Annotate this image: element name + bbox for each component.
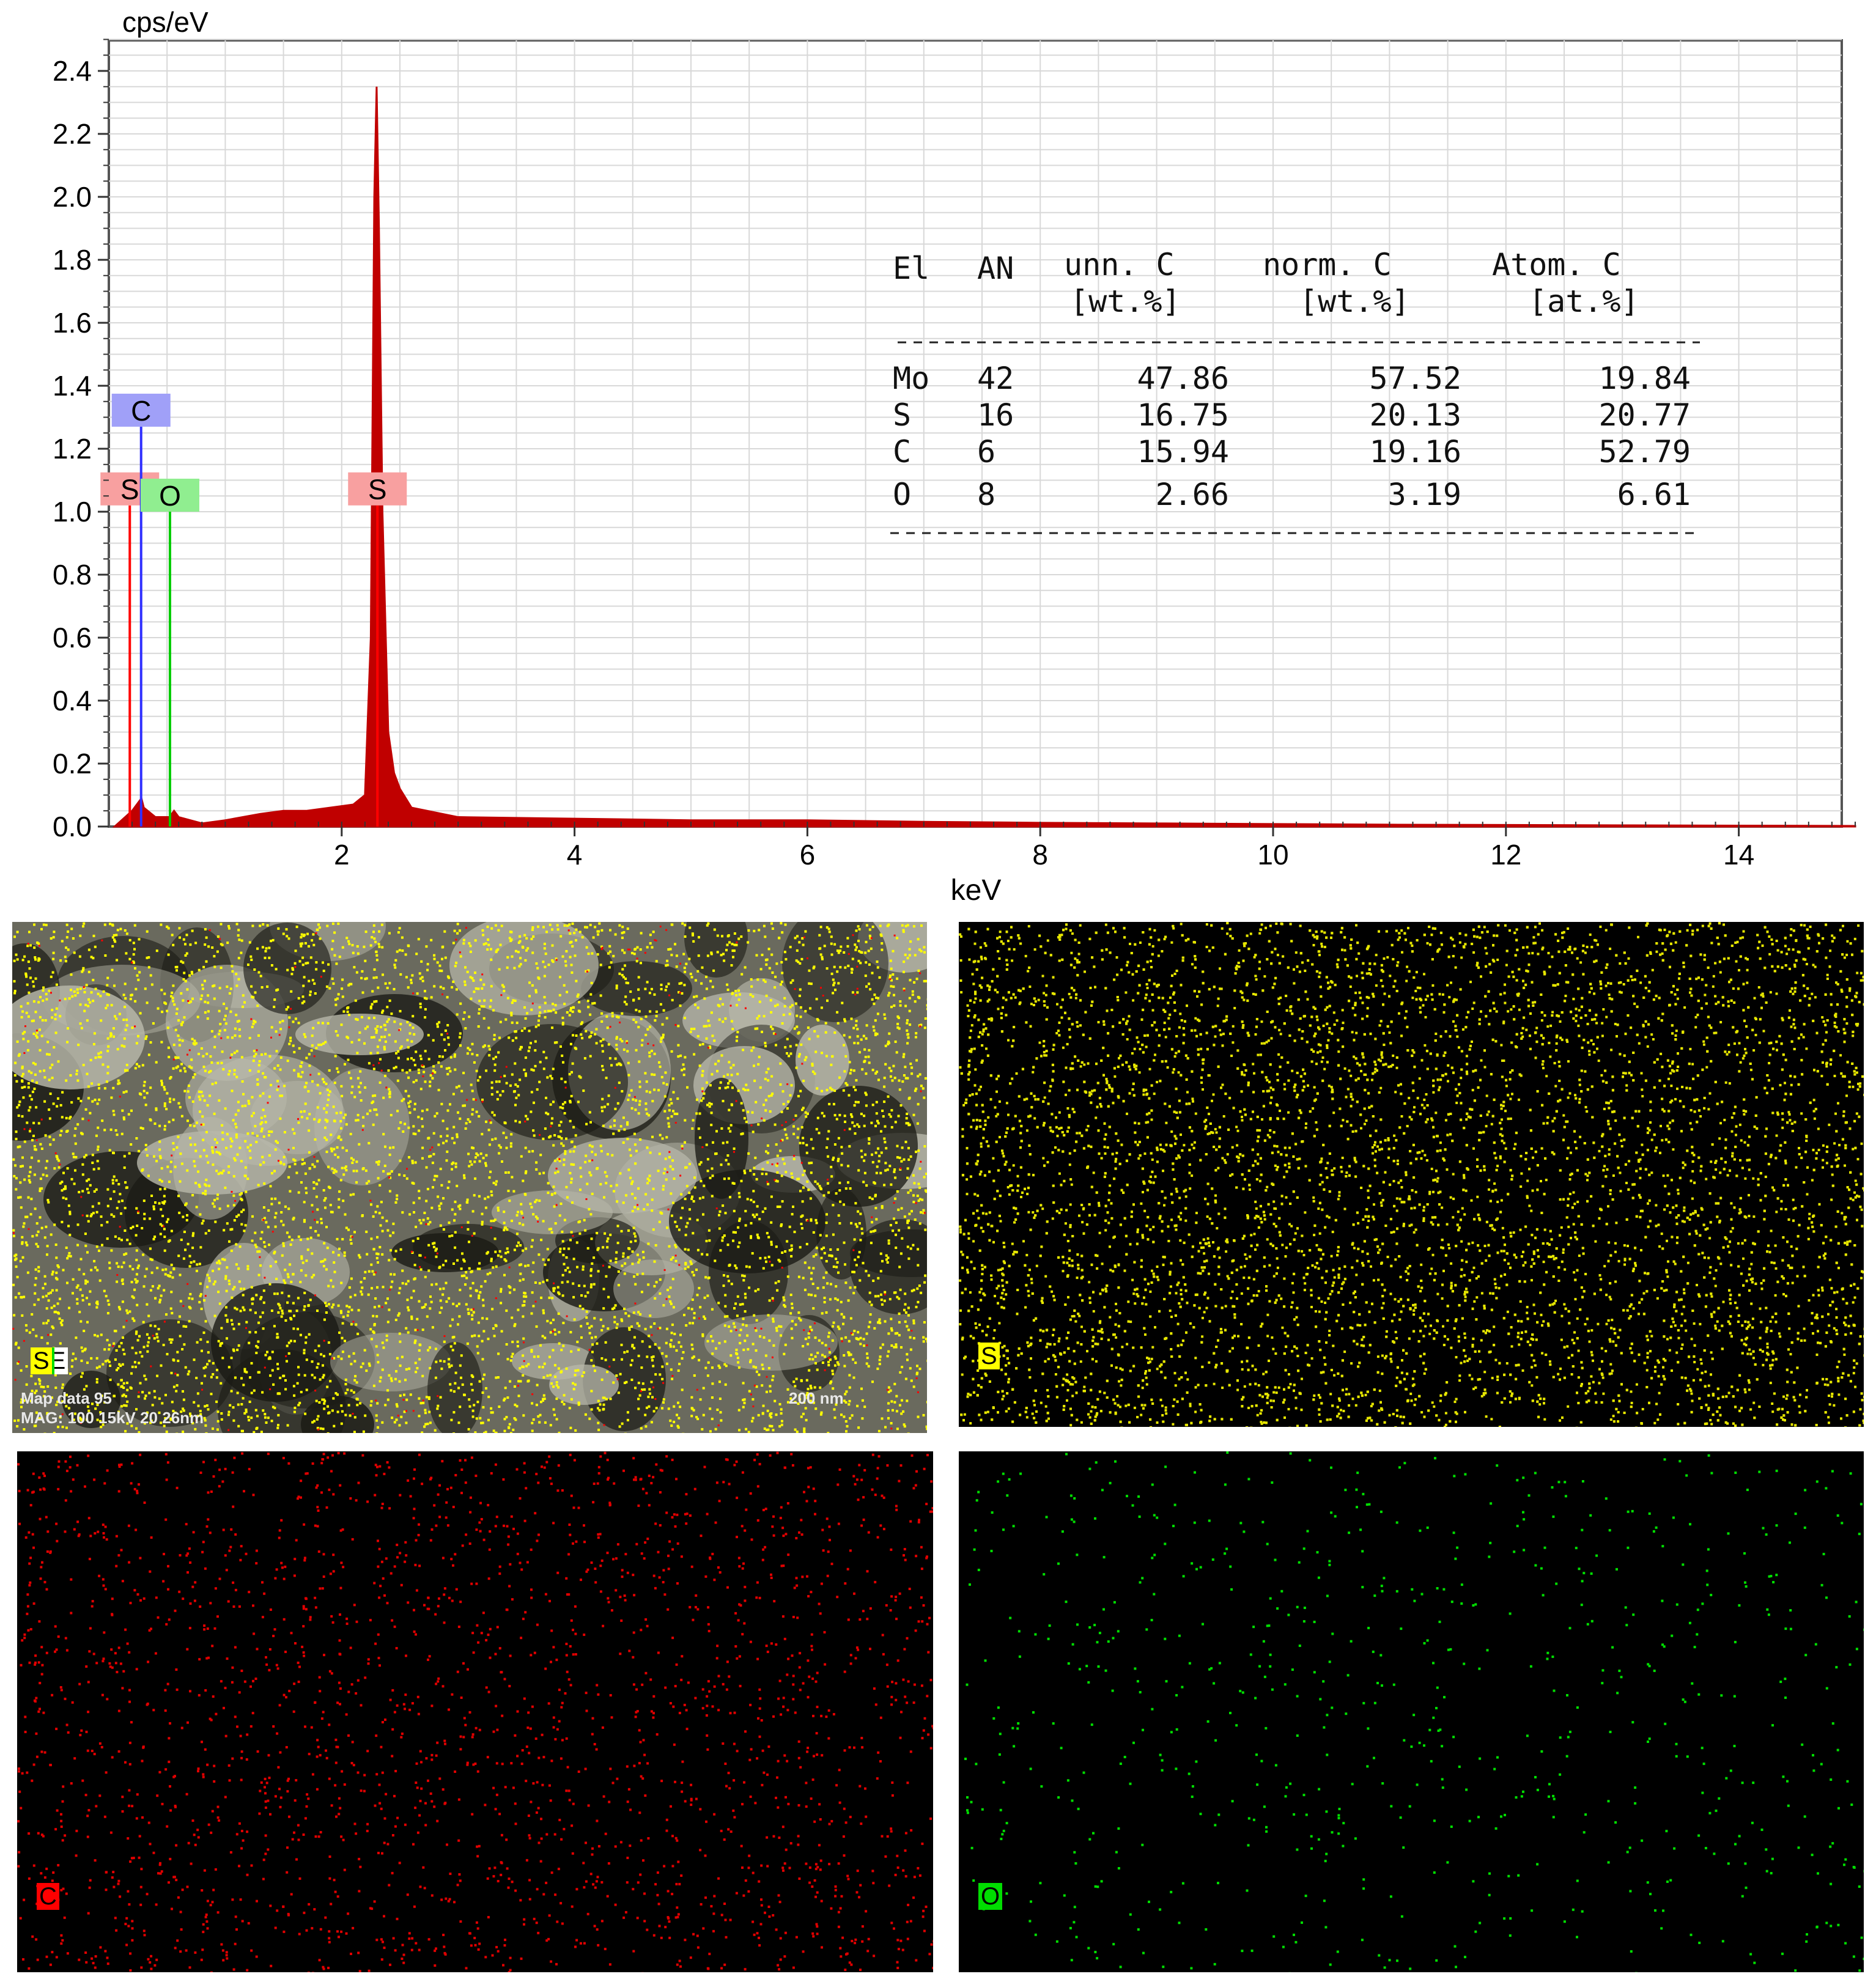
y-tick-label: 0.2: [53, 748, 92, 779]
s-element-map: S: [959, 922, 1864, 1427]
table-cell: 6.61: [1617, 477, 1691, 512]
table-cell: 6: [977, 434, 995, 470]
o-element-map: O: [959, 1451, 1864, 1972]
x-tick-label: 14: [1723, 839, 1754, 871]
overlay-map: SE C O S Map data 95 MAG: 100 15kV 20 26…: [12, 922, 927, 1433]
quant-table: El AN unn. C norm. C Atom. C [wt.%] [wt.…: [890, 247, 1700, 534]
table-header-atom: Atom. C: [1492, 247, 1621, 282]
s-map-dots: [959, 922, 1864, 1427]
element-line-markers: SCO S: [100, 393, 407, 827]
map-dot-cloud: [964, 1451, 1864, 1972]
table-header-el: El: [893, 251, 929, 286]
y-tick-label: 2.4: [53, 55, 92, 87]
table-cell: O: [893, 477, 911, 512]
table-cell: 16.75: [1137, 397, 1229, 433]
table-cell: 52.79: [1598, 434, 1691, 470]
marker-label-s: S: [120, 474, 139, 506]
x-tick-label: 12: [1490, 839, 1521, 871]
table-cell: 8: [977, 477, 995, 512]
marker-label-c: C: [131, 395, 151, 427]
y-tick-label: 1.6: [53, 307, 92, 339]
table-cell: 47.86: [1137, 361, 1229, 396]
table-rows: Mo 42 47.86 57.52 19.84 S 16 16.75 20.13 20.77 C 6 1…: [893, 361, 1691, 512]
spectrum-area: [112, 86, 1856, 828]
x-tick-label: 8: [1032, 839, 1048, 871]
c-map-label: C: [37, 1883, 59, 1910]
marker-tag-s: [348, 472, 407, 506]
marker-label-s: S: [368, 474, 387, 506]
y-tick-label: 0.0: [53, 811, 92, 842]
eds-spectrum-chart: SCO S 0.00.20.40.60.81.01.21.41.61.82.02.…: [53, 6, 1856, 905]
map-dot-cloud: [12, 922, 927, 1433]
se-background: [12, 922, 927, 1433]
y-tick-label: 1.0: [53, 496, 92, 528]
table-cell: C: [893, 434, 911, 470]
map-dot-cloud: [17, 1451, 933, 1972]
table-cell: 3.19: [1388, 477, 1461, 512]
table-cell: 2.66: [1156, 477, 1229, 512]
table-cell: 19.16: [1369, 434, 1461, 470]
y-tick-label: 0.8: [53, 559, 92, 591]
overlay-map-image: [12, 922, 927, 1433]
map-dot-cloud: [959, 922, 1864, 1427]
table-header-norm: norm. C: [1263, 247, 1392, 282]
y-tick-label: 2.2: [53, 118, 92, 150]
y-axis-label: cps/eV: [122, 6, 209, 38]
spectrum-series: [112, 86, 1856, 828]
y-tick-label: 1.8: [53, 244, 92, 276]
table-header-an: AN: [977, 251, 1014, 286]
map-info-line2: MAG: 100 15kV 20 26nm: [21, 1409, 204, 1427]
table-unit-norm: [wt.%]: [1299, 284, 1410, 319]
o-map-dots: [964, 1451, 1864, 1972]
map-info-line1: Map data 95: [21, 1389, 112, 1407]
y-tick-label: 1.2: [53, 433, 92, 465]
x-tick-label: 2: [334, 839, 350, 871]
table-cell: 42: [977, 361, 1014, 396]
table-cell: 19.84: [1598, 361, 1691, 396]
y-tick-label: 0.6: [53, 622, 92, 654]
x-axis-label: keV: [951, 874, 1002, 905]
table-header-unn: unn. C: [1064, 247, 1175, 282]
marker-tag-o: [140, 479, 199, 512]
table-cell: 16: [977, 397, 1014, 433]
y-tick-label: 2.0: [53, 181, 92, 213]
c-element-map: C: [17, 1451, 933, 1972]
table-cell: S: [893, 397, 911, 433]
table-unit-unn: [wt.%]: [1070, 284, 1181, 319]
table-cell: 15.94: [1137, 434, 1229, 470]
marker-tag-c: [111, 393, 171, 427]
y-tick-label: 1.4: [53, 370, 92, 402]
legend-s: S: [31, 1347, 52, 1374]
x-tick-label: 10: [1257, 839, 1288, 871]
x-tick-label: 6: [800, 839, 816, 871]
marker-label-o: O: [159, 480, 181, 512]
x-tick-label: 4: [567, 839, 583, 871]
scale-bar-label: 200 nm: [789, 1389, 844, 1407]
grid: [109, 39, 1842, 827]
s-map-label: S: [978, 1343, 1000, 1369]
o-map-label: O: [978, 1883, 1003, 1910]
axis-ticks: 0.0 0.2 0.4 0.6 0.8 1.0 1.2 1.4 1.6 1.8 2.0 2.2 2.4 2…: [53, 39, 1856, 871]
table-cell: 57.52: [1369, 361, 1461, 396]
y-tick-label: 0.4: [53, 685, 92, 717]
table-cell: 20.77: [1598, 397, 1691, 433]
table-cell: 20.13: [1369, 397, 1461, 433]
table-unit-atom: [at.%]: [1529, 284, 1639, 319]
c-map-dots: [17, 1451, 933, 1972]
map-dot-cloud: [12, 926, 926, 1431]
table-cell: Mo: [893, 361, 929, 396]
